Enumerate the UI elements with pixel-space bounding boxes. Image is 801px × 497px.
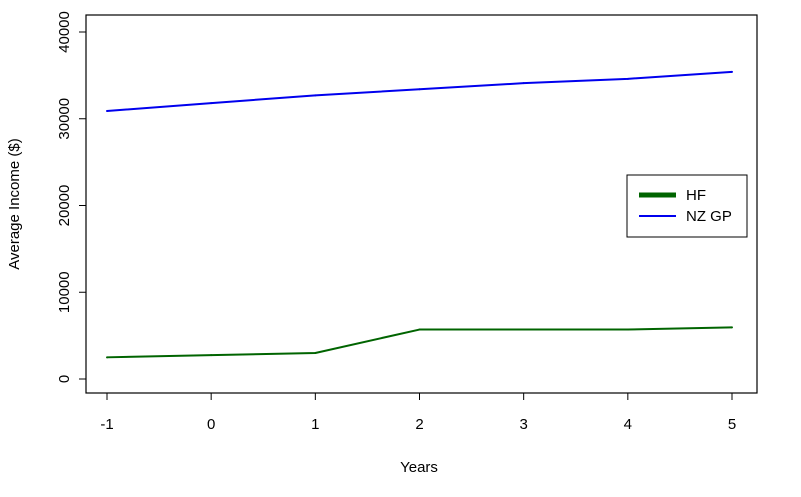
x-tick-label: -1 — [100, 416, 113, 433]
x-tick-label: 4 — [624, 416, 632, 433]
data-point-hf — [106, 356, 108, 359]
y-tick-label: 20000 — [56, 185, 73, 227]
series-line-nz-gp — [106, 70, 733, 112]
data-point-hf — [626, 328, 629, 331]
legend: HF NZ GP — [626, 174, 748, 238]
data-point-hf — [731, 326, 733, 329]
x-axis-label: Years — [400, 459, 438, 476]
series-layer — [106, 70, 733, 359]
y-tick-label: 40000 — [56, 11, 73, 53]
data-point-hf — [210, 354, 213, 357]
y-tick-label: 10000 — [56, 271, 73, 313]
x-tick-label: 2 — [415, 416, 423, 433]
data-point-hf — [314, 351, 317, 354]
y-tick-label: 30000 — [56, 98, 73, 140]
data-point-nz-gp — [731, 70, 733, 73]
data-point-nz-gp — [418, 88, 421, 91]
x-tick-label: 5 — [728, 416, 736, 433]
data-point-hf — [418, 328, 421, 331]
data-point-nz-gp — [522, 82, 525, 85]
y-tick-label: 0 — [56, 375, 73, 383]
y-ticks: 0 10000 20000 30000 40000 — [56, 11, 86, 383]
legend-label-nzgp: NZ GP — [686, 208, 732, 225]
legend-box — [626, 174, 748, 238]
y-axis: 0 10000 20000 30000 40000 Average Income ($) — [6, 11, 87, 383]
data-point-nz-gp — [314, 94, 317, 97]
x-tick-label: 1 — [311, 416, 319, 433]
series-line-hf — [106, 326, 733, 359]
data-point-nz-gp — [106, 109, 108, 112]
y-axis-label: Average Income ($) — [6, 138, 23, 269]
data-point-hf — [522, 328, 525, 331]
x-axis: -1 0 1 2 3 4 5 Years — [100, 392, 736, 476]
data-point-nz-gp — [626, 77, 629, 80]
x-ticks: -1 0 1 2 3 4 5 — [100, 393, 736, 433]
data-point-nz-gp — [210, 102, 213, 105]
x-tick-label: 0 — [207, 416, 215, 433]
legend-label-hf: HF — [686, 187, 706, 204]
x-tick-label: 3 — [519, 416, 527, 433]
